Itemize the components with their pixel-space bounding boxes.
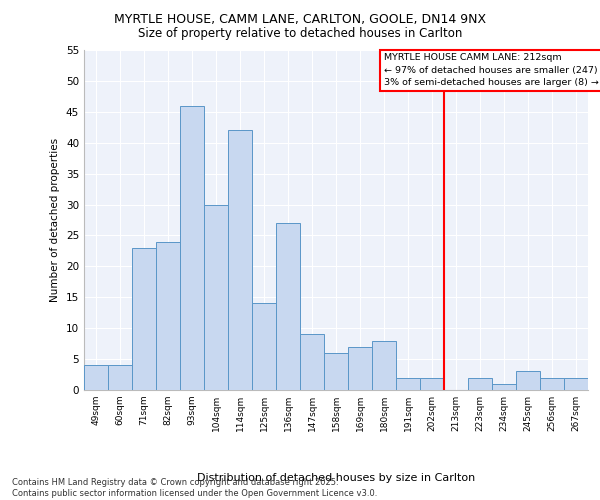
Bar [108, 366, 132, 390]
Bar [324, 353, 348, 390]
Bar [564, 378, 588, 390]
Bar [276, 223, 300, 390]
Bar [300, 334, 324, 390]
Bar [492, 384, 516, 390]
Bar [516, 372, 540, 390]
Text: MYRTLE HOUSE CAMM LANE: 212sqm
← 97% of detached houses are smaller (247)
3% of : MYRTLE HOUSE CAMM LANE: 212sqm ← 97% of … [384, 54, 599, 88]
X-axis label: Distribution of detached houses by size in Carlton: Distribution of detached houses by size … [197, 473, 475, 483]
Bar [204, 204, 228, 390]
Bar [132, 248, 156, 390]
Text: Contains HM Land Registry data © Crown copyright and database right 2025.
Contai: Contains HM Land Registry data © Crown c… [12, 478, 377, 498]
Y-axis label: Number of detached properties: Number of detached properties [50, 138, 61, 302]
Bar [252, 304, 276, 390]
Bar [180, 106, 204, 390]
Text: Size of property relative to detached houses in Carlton: Size of property relative to detached ho… [138, 28, 462, 40]
Bar [156, 242, 180, 390]
Bar [540, 378, 564, 390]
Bar [396, 378, 420, 390]
Text: MYRTLE HOUSE, CAMM LANE, CARLTON, GOOLE, DN14 9NX: MYRTLE HOUSE, CAMM LANE, CARLTON, GOOLE,… [114, 12, 486, 26]
Bar [84, 366, 108, 390]
Bar [372, 340, 396, 390]
Bar [420, 378, 444, 390]
Bar [348, 346, 372, 390]
Bar [468, 378, 492, 390]
Bar [228, 130, 252, 390]
